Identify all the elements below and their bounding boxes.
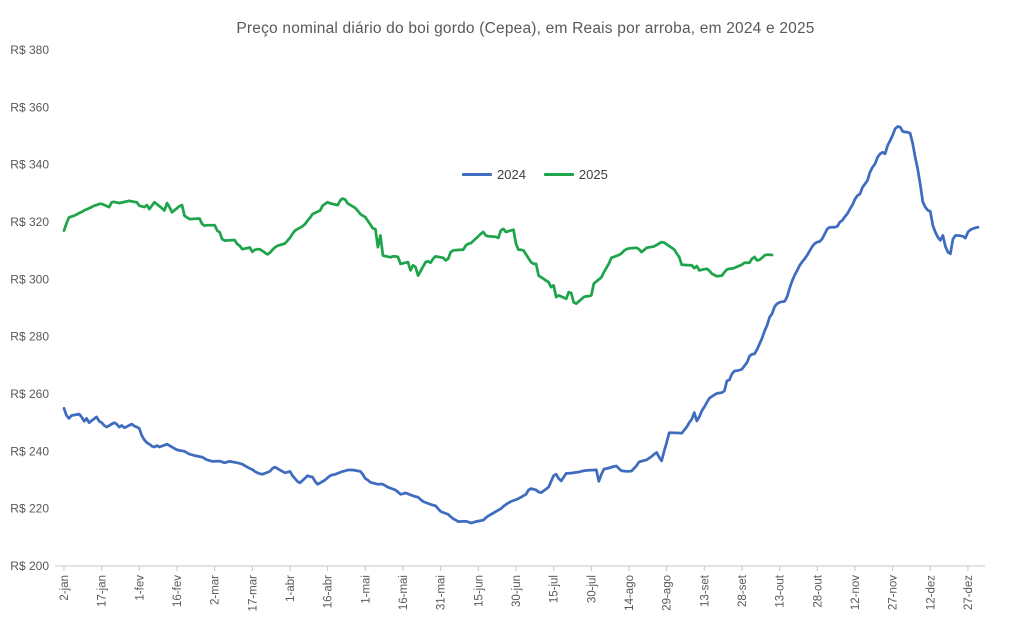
- x-tick-label: 2-jan: [59, 575, 71, 601]
- x-tick-label: 1-fev: [134, 575, 146, 601]
- x-tick-label: 15-jun: [473, 575, 485, 607]
- legend: 2024 2025: [462, 167, 608, 182]
- x-tick-label: 16-fev: [172, 575, 184, 607]
- x-tick-label: 16-mai: [398, 575, 410, 610]
- y-tick-label: R$ 320: [10, 215, 49, 229]
- series-2024-line: [62, 125, 980, 525]
- y-tick-label: R$ 280: [10, 330, 49, 344]
- x-tick-label: 16-abr: [323, 575, 335, 608]
- legend-swatch-2024: [462, 173, 492, 176]
- legend-item-2025: 2025: [543, 167, 608, 182]
- x-tick-label: 27-nov: [888, 575, 900, 610]
- legend-item-2024: 2024: [462, 167, 526, 182]
- chart-title: Preço nominal diário do boi gordo (Cepea…: [236, 20, 815, 37]
- x-tick-label: 14-ago: [624, 575, 636, 611]
- x-tick-label: 31-mai: [436, 575, 448, 610]
- x-tick-label: 13-out: [775, 574, 787, 607]
- x-tick-label: 28-out: [812, 574, 824, 607]
- y-tick-label: R$ 360: [10, 100, 49, 114]
- series-layer: [62, 125, 980, 525]
- x-tick-label: 29-ago: [662, 575, 674, 611]
- x-tick-label: 17-jan: [97, 575, 109, 607]
- x-tick-label: 28-set: [737, 574, 749, 607]
- y-tick-label: R$ 300: [10, 272, 49, 286]
- y-tick-label: R$ 200: [10, 559, 49, 573]
- x-tick-label: 1-abr: [285, 575, 297, 602]
- x-tick-label: 30-jul: [586, 575, 598, 603]
- x-axis-labels: 2-jan 17-jan 1-fev 16-fev 2-mar 17-mar 1-abr 16…: [59, 574, 975, 611]
- y-tick-label: R$ 340: [10, 158, 49, 172]
- x-tick-label: 12-nov: [850, 575, 862, 610]
- x-tick-label: 2-mar: [210, 575, 222, 605]
- x-tick-label: 27-dez: [963, 575, 975, 610]
- x-tick-label: 1-mai: [360, 575, 372, 604]
- axis-layer: [55, 565, 985, 572]
- y-tick-label: R$ 380: [10, 43, 49, 57]
- x-tick-label: 30-jun: [511, 575, 523, 607]
- legend-label-2025: 2025: [578, 167, 608, 182]
- x-tick-label: 12-dez: [925, 575, 937, 610]
- legend-swatch-2025: [543, 173, 574, 176]
- x-tick-label: 15-jul: [549, 575, 561, 603]
- y-tick-label: R$ 240: [10, 444, 49, 458]
- series-2025-line: [62, 197, 774, 306]
- x-tick-label: 13-set: [699, 574, 711, 607]
- y-tick-label: R$ 220: [10, 502, 49, 516]
- y-axis-labels: R$ 380 R$ 360 R$ 340 R$ 320 R$ 300 R$ 280 R$ 2…: [10, 43, 49, 573]
- y-tick-label: R$ 260: [10, 387, 49, 401]
- legend-label-2024: 2024: [497, 167, 526, 182]
- x-tick-label: 17-mar: [247, 575, 259, 612]
